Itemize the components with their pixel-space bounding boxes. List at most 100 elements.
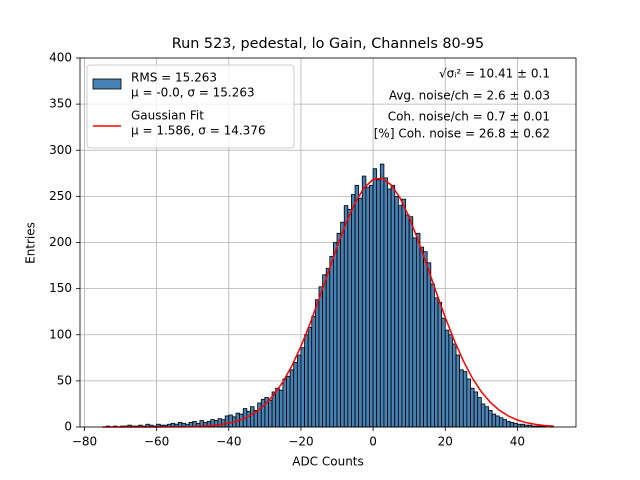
x-tick-label: 0 <box>369 435 377 449</box>
bar <box>351 194 356 428</box>
y-tick-label: 350 <box>49 97 72 111</box>
bar <box>423 251 428 428</box>
y-tick-label: 150 <box>49 281 72 295</box>
bar <box>408 216 414 428</box>
x-tick-label: −60 <box>144 435 169 449</box>
bar <box>224 415 230 428</box>
bar <box>383 177 388 428</box>
bar <box>278 389 284 428</box>
x-tick-label: 40 <box>510 435 525 449</box>
legend-label: RMS = 15.263 <box>131 71 217 85</box>
x-tick-label: −20 <box>288 435 313 449</box>
x-tick-label: 20 <box>438 435 453 449</box>
bar <box>282 378 287 428</box>
bar <box>502 419 507 428</box>
bar <box>369 184 374 428</box>
legend-swatch <box>92 78 122 90</box>
annotation: √σᵢ² = 10.41 ± 0.1 <box>439 67 550 81</box>
y-tick-label: 300 <box>49 143 72 157</box>
bar <box>293 362 298 428</box>
bar <box>387 188 392 428</box>
bar <box>509 421 515 428</box>
bar <box>325 267 331 428</box>
x-axis-label: ADC Counts <box>292 455 364 469</box>
legend-label: μ = -0.0, σ = 15.263 <box>131 86 255 100</box>
bar <box>495 415 500 428</box>
bar <box>480 403 486 428</box>
y-tick-label: 400 <box>49 51 72 65</box>
bar <box>257 402 262 428</box>
bar <box>322 274 327 428</box>
bar <box>318 286 323 428</box>
bar <box>448 334 453 428</box>
bar <box>354 184 360 428</box>
annotation: Avg. noise/ch = 2.6 ± 0.03 <box>389 89 550 103</box>
x-tick-label: −80 <box>72 435 97 449</box>
bar <box>419 246 424 428</box>
bar <box>314 299 320 428</box>
bar <box>372 168 378 428</box>
bar <box>506 421 511 428</box>
bar <box>361 175 367 428</box>
bar <box>394 195 399 428</box>
bar <box>491 413 497 428</box>
bar <box>228 414 233 428</box>
bar <box>289 369 295 428</box>
bar <box>365 186 370 428</box>
bar <box>333 242 338 428</box>
bar <box>452 343 457 428</box>
bar <box>246 410 251 428</box>
bar <box>520 423 525 428</box>
bar <box>516 423 522 428</box>
bar <box>444 329 450 428</box>
bar <box>415 232 421 428</box>
chart-title: Run 523, pedestal, lo Gain, Channels 80-… <box>172 36 484 52</box>
bar <box>401 198 406 428</box>
y-axis-label: Entries <box>24 222 38 264</box>
annotation: Coh. noise/ch = 0.7 ± 0.01 <box>388 110 550 124</box>
bar <box>340 221 345 428</box>
bar <box>390 184 396 428</box>
bar <box>426 262 432 428</box>
bar <box>296 354 302 428</box>
bar <box>329 255 334 428</box>
bar <box>379 163 385 428</box>
bar <box>470 387 475 428</box>
bar <box>397 205 403 428</box>
y-tick-label: 100 <box>49 327 72 341</box>
bar <box>462 371 468 428</box>
bar <box>459 369 464 428</box>
bar <box>466 378 471 428</box>
legend-label: μ = 1.586, σ = 14.376 <box>131 124 266 138</box>
x-tick-label: −40 <box>216 435 241 449</box>
bar <box>286 375 291 428</box>
y-tick-label: 0 <box>64 420 72 434</box>
bar <box>275 387 280 428</box>
bar <box>484 406 489 428</box>
bar <box>304 334 309 428</box>
bar <box>434 297 439 428</box>
y-tick-label: 200 <box>49 235 72 249</box>
bar <box>250 406 255 428</box>
bar <box>513 422 518 428</box>
bar <box>300 347 305 428</box>
bar <box>213 420 219 428</box>
bar <box>343 205 349 428</box>
bar <box>347 208 352 428</box>
legend-box <box>86 64 295 149</box>
bar <box>307 326 313 428</box>
bar <box>473 391 479 428</box>
bar <box>498 417 504 428</box>
bar <box>430 283 435 428</box>
annotation: [%] Coh. noise = 26.8 ± 0.62 <box>374 127 550 141</box>
bar <box>405 214 410 428</box>
bar <box>437 302 443 428</box>
y-tick-label: 250 <box>49 189 72 203</box>
bar <box>268 399 273 428</box>
bar <box>477 397 482 428</box>
bar <box>441 317 446 428</box>
bar <box>358 197 363 428</box>
legend-label: Gaussian Fit <box>131 109 204 123</box>
y-tick-label: 50 <box>57 373 72 387</box>
